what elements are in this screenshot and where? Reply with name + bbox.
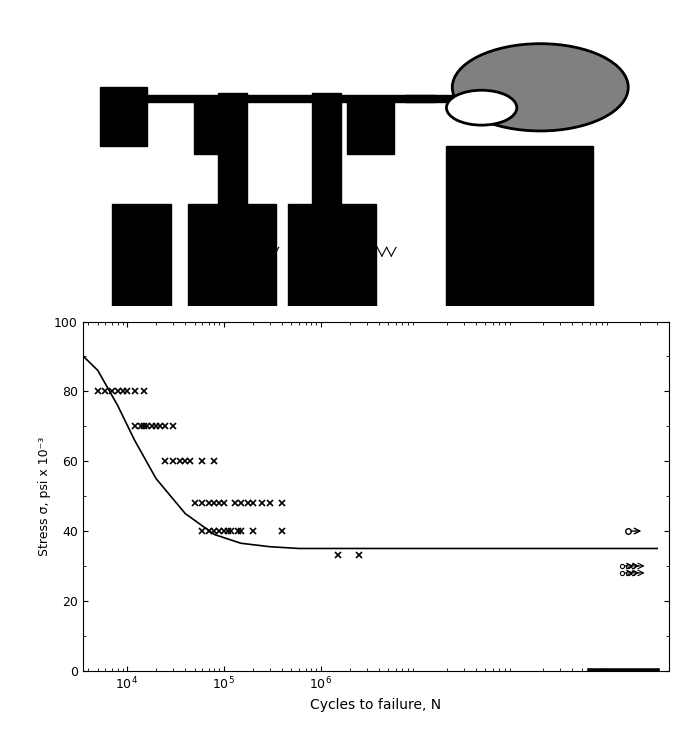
Polygon shape: [112, 203, 171, 305]
Bar: [288, 203, 376, 305]
Bar: [195, 96, 242, 155]
Bar: [446, 146, 593, 305]
Bar: [218, 93, 247, 203]
Bar: [112, 95, 435, 102]
Bar: [406, 95, 464, 102]
Bar: [188, 203, 276, 305]
Bar: [347, 96, 394, 155]
Circle shape: [453, 44, 628, 131]
Y-axis label: Stress σ, psi x 10⁻³: Stress σ, psi x 10⁻³: [38, 437, 51, 555]
Bar: [312, 93, 341, 203]
Circle shape: [446, 90, 517, 125]
X-axis label: Cycles to failure, N: Cycles to failure, N: [310, 698, 442, 712]
Bar: [101, 87, 148, 146]
